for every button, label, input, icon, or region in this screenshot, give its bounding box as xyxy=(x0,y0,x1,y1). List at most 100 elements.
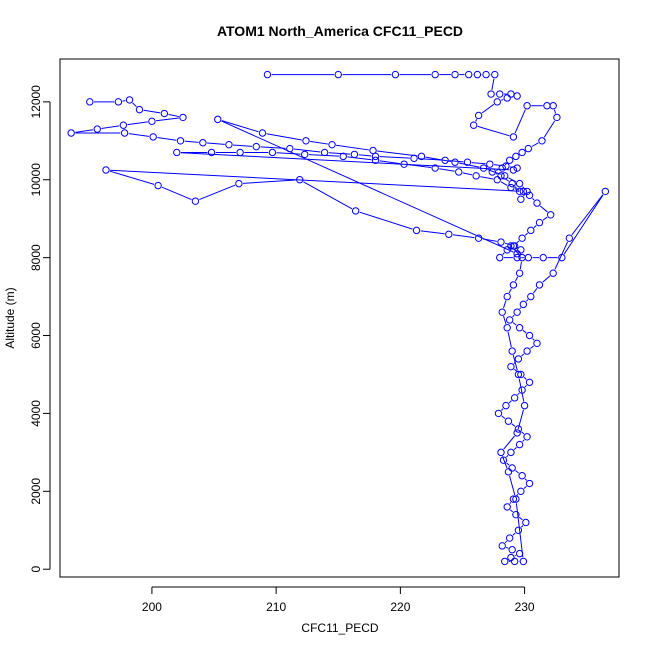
data-point xyxy=(268,148,277,157)
series-segment xyxy=(563,194,604,255)
series-segment xyxy=(514,109,526,134)
series-segment xyxy=(522,439,525,442)
data-point xyxy=(497,448,505,457)
series-segment xyxy=(518,378,525,402)
plot-frame xyxy=(59,58,620,578)
series-line-1 xyxy=(75,100,525,253)
x-tick-label: 210 xyxy=(266,600,286,614)
x-tick-label: 200 xyxy=(142,600,162,614)
series-segment xyxy=(508,288,512,294)
data-point xyxy=(252,142,260,151)
x-axis: 200 210 220 230 xyxy=(142,586,535,614)
series-segment xyxy=(519,307,522,310)
data-point xyxy=(135,105,144,114)
data-point xyxy=(503,503,511,511)
data-point xyxy=(512,510,520,519)
data-point xyxy=(482,70,490,79)
series-segment xyxy=(521,353,525,357)
data-point xyxy=(501,557,509,566)
data-point xyxy=(515,440,524,449)
series-segment xyxy=(496,169,499,171)
series-segment xyxy=(293,148,321,153)
data-point xyxy=(371,156,380,164)
series-segment xyxy=(75,129,94,133)
y-tick-label: 10000 xyxy=(29,163,43,197)
data-point xyxy=(455,168,463,176)
data-point xyxy=(149,133,157,141)
data-point xyxy=(451,158,459,166)
data-point xyxy=(515,179,524,188)
data-point xyxy=(464,70,473,79)
data-point xyxy=(148,117,156,126)
series-segment xyxy=(266,133,302,141)
x-axis-label: CFC11_PECD xyxy=(301,621,378,635)
data-point xyxy=(302,137,310,145)
data-point xyxy=(509,166,518,174)
series-segment xyxy=(503,316,507,324)
series-segment xyxy=(336,144,369,151)
data-point xyxy=(410,154,418,163)
data-point xyxy=(496,90,504,98)
data-point xyxy=(539,253,547,262)
data-point xyxy=(474,234,483,242)
data-point xyxy=(522,518,530,527)
series-segment xyxy=(243,179,296,184)
series-segment xyxy=(493,164,502,167)
series-segment xyxy=(524,478,528,481)
y-tick-label: 0 xyxy=(29,566,43,573)
series-segment xyxy=(518,516,523,521)
data-point xyxy=(114,98,123,106)
data-point xyxy=(463,158,472,166)
series-segment xyxy=(379,156,410,159)
data-point xyxy=(120,129,129,137)
data-point xyxy=(286,144,294,153)
y-tick-label: 8000 xyxy=(29,244,43,271)
series-segment xyxy=(506,462,510,466)
data-point xyxy=(503,246,511,254)
data-point xyxy=(214,115,222,124)
series-segment xyxy=(504,162,508,166)
data-point xyxy=(510,557,519,566)
series-segment xyxy=(439,168,455,172)
data-point xyxy=(503,94,511,102)
data-point xyxy=(351,207,360,215)
series-segment xyxy=(420,230,445,235)
data-point xyxy=(507,242,515,250)
data-point xyxy=(296,176,304,184)
series-segment xyxy=(512,322,517,326)
series-segment xyxy=(132,102,137,108)
data-point xyxy=(549,269,557,277)
series-segment xyxy=(504,242,511,246)
series-segment xyxy=(168,113,179,118)
data-point xyxy=(503,292,511,301)
series-segment xyxy=(233,144,253,147)
series-segment xyxy=(477,125,510,137)
y-axis-label: Altitude (m) xyxy=(3,287,17,348)
data-point xyxy=(160,109,169,118)
data-point xyxy=(125,96,134,104)
series-segment xyxy=(491,78,495,91)
x-tick-label: 220 xyxy=(390,600,410,614)
data-point xyxy=(498,542,506,550)
data-point xyxy=(509,281,518,289)
series-segment xyxy=(199,184,236,201)
data-point xyxy=(513,250,521,258)
x-tick-label: 230 xyxy=(515,600,535,614)
data-point xyxy=(469,121,478,129)
data-point xyxy=(515,549,524,558)
data-point xyxy=(491,70,499,79)
data-point xyxy=(525,378,534,386)
data-point xyxy=(527,226,535,235)
series-segment xyxy=(524,232,529,236)
series-points-0 xyxy=(263,70,610,566)
data-point xyxy=(474,111,483,120)
series-segment xyxy=(539,205,548,213)
series-segment xyxy=(508,400,512,404)
series-segment xyxy=(501,415,506,420)
series-segment xyxy=(531,142,539,147)
data-point xyxy=(225,140,233,149)
series-segment xyxy=(122,100,126,102)
series-segment xyxy=(500,99,504,101)
data-point xyxy=(523,347,531,355)
data-point xyxy=(525,331,534,340)
